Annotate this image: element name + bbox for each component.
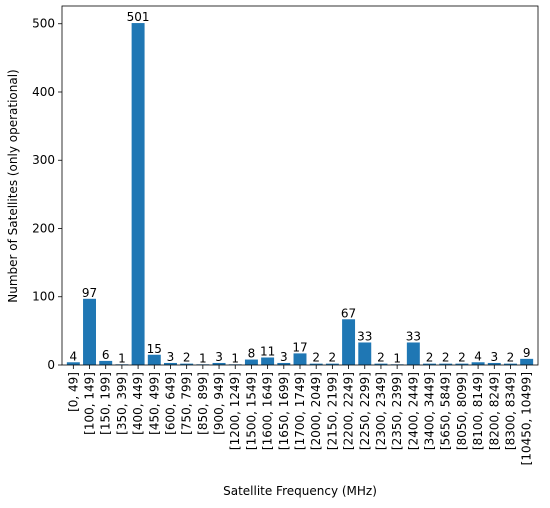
bar-27 <box>504 363 517 365</box>
data-label-14: 17 <box>292 340 307 354</box>
x-tick-label-1: [100, 149] <box>83 372 97 435</box>
x-tick-label-7: [750, 799] <box>180 372 194 435</box>
bar-5 <box>147 354 161 365</box>
x-tick-label-24: [8050, 8099] <box>455 372 469 450</box>
x-tick-label-0: [0, 49] <box>66 372 80 412</box>
bar-21 <box>406 342 420 365</box>
bar-14 <box>293 353 307 365</box>
x-tick-label-26: [8200, 8249] <box>487 372 501 450</box>
x-tick-label-16: [2150, 2199] <box>325 372 339 450</box>
bar-0 <box>66 362 80 365</box>
x-axis-title: Satellite Frequency (MHz) <box>223 484 377 498</box>
data-label-17: 67 <box>341 306 356 320</box>
data-label-27: 2 <box>507 351 515 365</box>
x-tick-label-20: [2350, 2399] <box>390 372 404 450</box>
data-label-8: 1 <box>199 351 207 365</box>
data-label-1: 97 <box>82 286 97 300</box>
data-label-7: 2 <box>183 351 191 365</box>
x-tick-label-4: [400, 449] <box>131 372 145 435</box>
x-tick-label-13: [1650, 1699] <box>277 372 291 450</box>
data-label-22: 2 <box>426 351 434 365</box>
data-label-16: 2 <box>329 351 337 365</box>
data-label-28: 9 <box>523 346 531 360</box>
y-tick-label-1: 100 <box>32 290 55 304</box>
data-label-21: 33 <box>406 329 421 343</box>
x-tick-label-8: [850, 899] <box>196 372 210 435</box>
bar-18 <box>358 342 372 365</box>
x-tick-label-12: [1600, 1649] <box>261 372 275 450</box>
data-label-13: 3 <box>280 350 288 364</box>
x-tick-label-22: [3400, 3449] <box>423 372 437 450</box>
bar-28 <box>520 358 534 365</box>
data-label-6: 3 <box>167 350 175 364</box>
x-tick-label-3: [350, 399] <box>115 372 129 435</box>
x-tick-label-14: [1700, 1749] <box>293 372 307 450</box>
x-tick-label-11: [1500, 1549] <box>244 372 258 450</box>
y-tick-label-3: 300 <box>32 153 55 167</box>
bar-13 <box>277 362 291 365</box>
x-tick-label-18: [2250, 2299] <box>358 372 372 450</box>
plot-frame <box>61 5 539 366</box>
data-label-11: 8 <box>248 347 256 361</box>
bar-26 <box>487 362 501 365</box>
x-tick-label-15: [2000, 2049] <box>309 372 323 450</box>
bar-11 <box>244 359 258 365</box>
data-label-26: 3 <box>490 350 498 364</box>
x-tick-label-9: [900, 949] <box>212 372 226 435</box>
bar-12 <box>261 357 275 365</box>
data-label-4: 501 <box>127 10 150 24</box>
x-tick-label-25: [8100, 8149] <box>471 372 485 450</box>
data-label-12: 11 <box>260 344 275 358</box>
y-tick-label-2: 200 <box>32 221 55 235</box>
data-label-24: 2 <box>458 351 466 365</box>
data-label-3: 1 <box>118 351 126 365</box>
bar-1 <box>83 298 96 365</box>
bar-15 <box>309 363 323 365</box>
data-label-0: 4 <box>70 349 78 363</box>
x-tick-label-28: [10450, 10499] <box>520 372 534 465</box>
data-label-20: 1 <box>393 351 401 365</box>
x-tick-label-27: [8300, 8349] <box>503 372 517 450</box>
bar-16 <box>325 363 339 365</box>
data-label-5: 15 <box>147 342 162 356</box>
x-tick-label-23: [5650, 5849] <box>439 372 453 450</box>
x-tick-label-6: [600, 649] <box>163 372 177 435</box>
bar-23 <box>439 363 453 365</box>
bar-25 <box>471 362 485 365</box>
data-label-9: 3 <box>215 350 223 364</box>
x-tick-label-21: [2400, 2449] <box>406 372 420 450</box>
bar-2 <box>99 360 113 365</box>
bar-22 <box>423 363 436 365</box>
x-tick-label-10: [1200, 1249] <box>228 372 242 450</box>
bar-7 <box>180 363 194 365</box>
data-label-23: 2 <box>442 351 450 365</box>
x-tick-label-19: [2300, 2349] <box>374 372 388 450</box>
bar-6 <box>164 362 177 365</box>
data-label-18: 33 <box>357 329 372 343</box>
y-axis-title: Number of Satellites (only operational) <box>6 69 20 302</box>
bar-24 <box>455 363 469 365</box>
x-tick-label-2: [150, 199] <box>99 372 113 435</box>
data-label-10: 1 <box>231 351 239 365</box>
bar-9 <box>212 362 226 365</box>
x-tick-label-17: [2200, 2249] <box>342 372 356 450</box>
bar-4 <box>131 23 145 365</box>
data-label-15: 2 <box>312 351 320 365</box>
data-label-19: 2 <box>377 351 385 365</box>
data-label-2: 6 <box>102 348 110 362</box>
bar-19 <box>374 363 388 365</box>
y-tick-label-0: 0 <box>47 358 55 372</box>
y-tick-label-5: 500 <box>32 17 55 31</box>
x-tick-label-5: [450, 499] <box>147 372 161 435</box>
bar-17 <box>342 319 356 365</box>
y-tick-label-4: 400 <box>32 85 55 99</box>
data-label-25: 4 <box>474 349 482 363</box>
